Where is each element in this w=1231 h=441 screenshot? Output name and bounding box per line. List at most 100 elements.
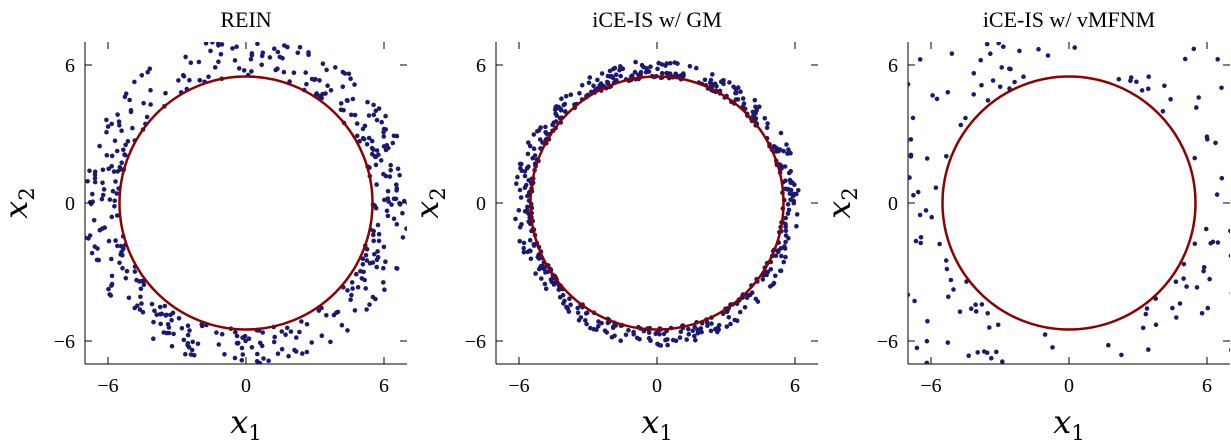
scatter-point: [1191, 406, 1196, 411]
scatter-point: [987, 325, 992, 330]
scatter-point: [222, 352, 227, 357]
scatter-point: [995, 430, 1000, 435]
scatter-point: [568, 92, 574, 97]
scatter-point: [122, 152, 127, 157]
scatter-point: [783, 215, 788, 221]
scatter-point: [1203, 226, 1209, 232]
scatter-point: [92, 179, 98, 185]
scatter-point: [1119, 352, 1124, 358]
scatter-point: [148, 102, 153, 107]
scatter-point: [1229, 291, 1230, 295]
scatter-point: [388, 168, 394, 173]
scatter-point: [354, 133, 360, 139]
scatter-point: [1045, 53, 1051, 58]
scatter-point: [127, 97, 132, 103]
scatter-point: [694, 65, 699, 71]
scatter-point: [387, 174, 393, 179]
scatter-point: [382, 287, 387, 293]
scatter-point: [106, 238, 112, 244]
scatter-point: [785, 202, 791, 207]
scatter-point: [163, 312, 169, 318]
scatter-point: [1144, 306, 1150, 311]
scatter-point: [638, 70, 644, 75]
scatter-point: [1214, 192, 1220, 197]
scatter-point: [893, 288, 898, 293]
scatter-point: [924, 338, 930, 344]
scatter-point: [959, 369, 964, 374]
scatter-point: [123, 142, 128, 148]
scatter-point: [1153, 322, 1159, 328]
scatter-point: [1096, 389, 1101, 394]
scatter-point: [257, 340, 263, 346]
scatter-point: [116, 119, 122, 124]
scatter-point: [261, 356, 266, 361]
scatter-point: [249, 51, 255, 56]
scatter-point: [525, 151, 531, 157]
scatter-point: [869, 312, 874, 317]
scatter-point: [944, 34, 949, 39]
scatter-point: [394, 188, 399, 193]
scatter-point: [859, 244, 864, 249]
y-tick-label: 6: [888, 55, 898, 77]
scatter-point: [740, 96, 746, 101]
scatter-point: [783, 233, 789, 238]
scatter-point: [557, 294, 563, 300]
scatter-point: [733, 97, 739, 102]
scatter-point: [1144, 390, 1149, 395]
scatter-point: [988, 51, 993, 56]
scatter-point: [747, 292, 753, 298]
scatter-point: [385, 188, 391, 194]
scatter-point: [216, 59, 221, 65]
scatter-point: [87, 168, 92, 174]
scatter-point: [400, 210, 405, 216]
scatter-point: [96, 257, 101, 263]
scatter-point: [1219, 85, 1224, 91]
scatter-point: [1028, 385, 1033, 390]
scatter-point: [586, 80, 592, 86]
scatter-point: [1005, 398, 1010, 403]
scatter-point: [985, 311, 990, 316]
scatter-point: [1215, 367, 1220, 372]
scatter-point: [1085, 0, 1090, 4]
scatter-point: [162, 303, 168, 309]
scatter-point: [1146, 347, 1151, 352]
scatter-point: [350, 96, 356, 102]
scatter-point: [871, 249, 876, 254]
scatter-point: [381, 126, 387, 132]
scatter-point: [659, 71, 665, 76]
x-tick-label: 0: [241, 375, 251, 397]
scatter-point: [903, 167, 908, 172]
scatter-point: [90, 191, 95, 197]
scatter-point: [661, 331, 667, 337]
scatter-point: [381, 134, 387, 139]
scatter-point: [139, 278, 145, 284]
scatter-point: [374, 257, 380, 263]
scatter-point: [678, 329, 684, 335]
scatter-point: [778, 163, 784, 169]
scatter-point: [120, 252, 125, 258]
scatter-point: [360, 262, 366, 267]
scatter-point: [234, 44, 239, 49]
scatter-point: [179, 325, 185, 331]
scatter-point: [681, 72, 686, 78]
x-tick-label: 6: [790, 375, 800, 397]
scatter-point: [632, 69, 638, 75]
scatter-point: [738, 89, 743, 94]
scatter-point: [319, 333, 325, 339]
scatter-point: [1201, 268, 1206, 274]
scatter-point: [158, 312, 163, 317]
scatter-point: [1192, 155, 1197, 161]
scatter-point: [598, 81, 604, 86]
scatter-point: [197, 78, 202, 83]
scatter-point: [787, 191, 793, 196]
scatter-point: [605, 80, 611, 86]
scatter-point: [106, 166, 111, 172]
scatter-point: [655, 66, 660, 72]
scatter-point: [1020, 414, 1025, 419]
scatter-point: [328, 339, 333, 345]
scatter-point: [575, 310, 581, 316]
scatter-point: [963, 10, 968, 15]
scatter-point: [165, 322, 171, 327]
scatter-point: [1050, 345, 1055, 350]
